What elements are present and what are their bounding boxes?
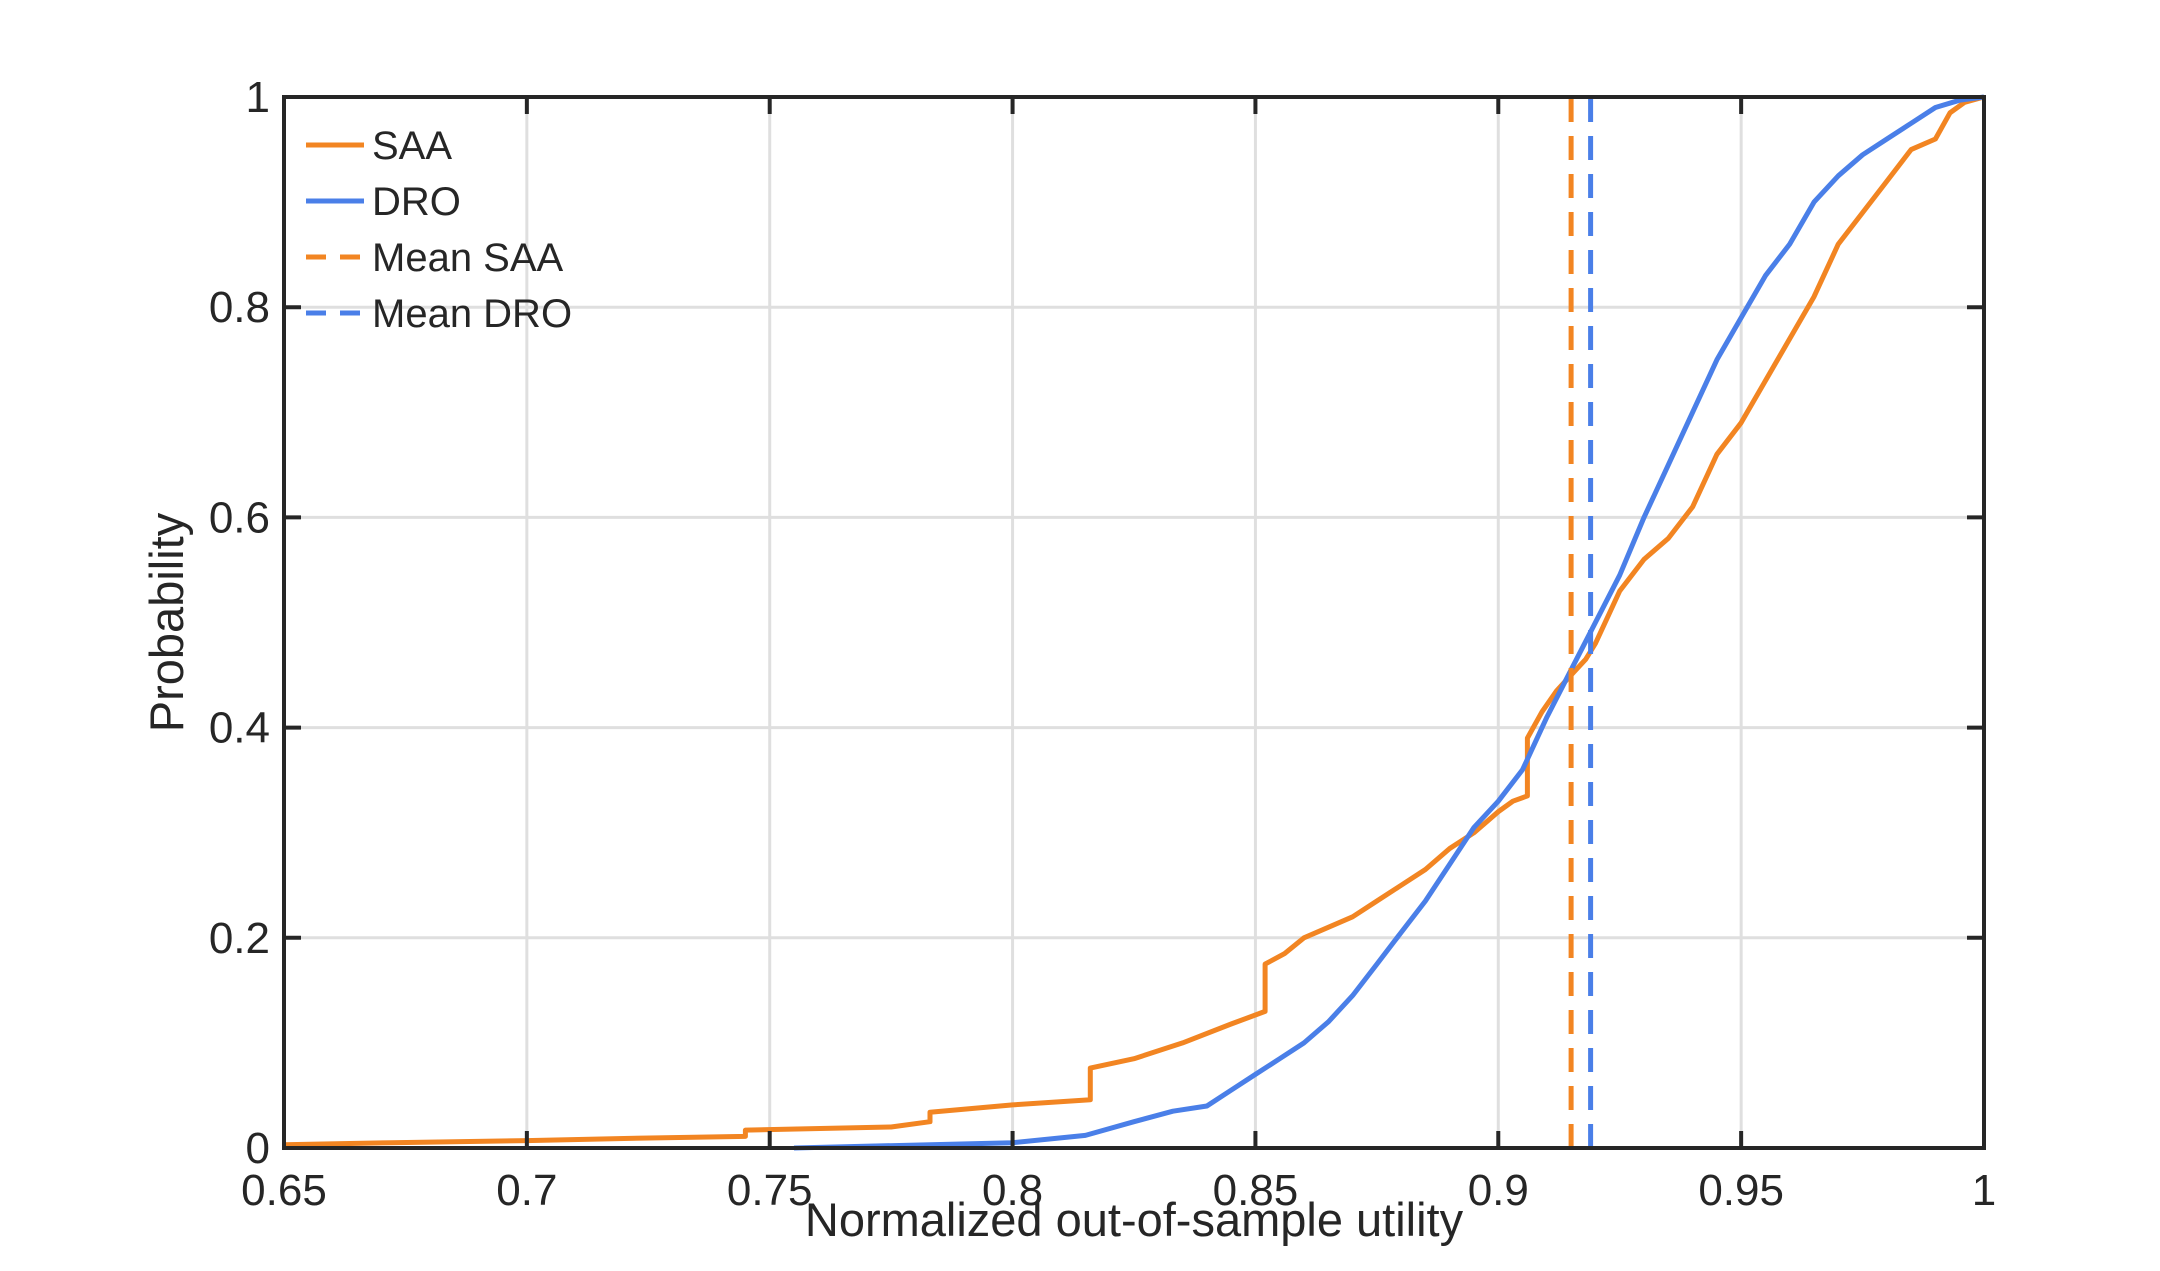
legend-label-dro: DRO bbox=[372, 180, 461, 224]
y-tick-label: 0 bbox=[246, 1124, 270, 1173]
x-tick-label: 1 bbox=[1972, 1166, 1996, 1215]
y-tick-label: 0.8 bbox=[209, 283, 270, 332]
legend-label-mean-saa: Mean SAA bbox=[372, 236, 564, 280]
axis-ticks bbox=[282, 95, 1986, 1150]
y-tick-label: 0.6 bbox=[209, 493, 270, 542]
x-tick-label: 0.65 bbox=[241, 1166, 327, 1215]
x-tick-label: 0.7 bbox=[496, 1166, 557, 1215]
x-tick-label: 0.95 bbox=[1698, 1166, 1784, 1215]
x-tick-label: 0.85 bbox=[1213, 1166, 1299, 1215]
y-tick-label: 0.4 bbox=[209, 704, 270, 753]
series-line-saa bbox=[283, 94, 1985, 1148]
x-axis-label: Normalized out-of-sample utility bbox=[805, 1193, 1464, 1246]
y-tick-label: 1 bbox=[246, 73, 270, 122]
axes-box bbox=[282, 95, 1986, 1150]
legend: SAA DRO Mean SAA Mean DRO bbox=[306, 124, 572, 336]
x-tick-label: 0.9 bbox=[1468, 1166, 1529, 1215]
x-tick-labels: 0.65 0.7 0.75 0.8 0.85 0.9 0.95 1 bbox=[241, 1166, 1996, 1215]
y-tick-labels: 0 0.2 0.4 0.6 0.8 1 bbox=[209, 73, 270, 1173]
plot-area-series bbox=[283, 94, 1985, 1151]
y-axis-label: Probability bbox=[140, 512, 193, 732]
y-tick-label: 0.2 bbox=[209, 914, 270, 963]
grid-lines bbox=[284, 97, 1984, 1148]
legend-label-mean-dro: Mean DRO bbox=[372, 292, 572, 336]
x-tick-label: 0.75 bbox=[727, 1166, 813, 1215]
legend-label-saa: SAA bbox=[372, 124, 452, 168]
series-line-dro bbox=[793, 94, 1985, 1151]
x-tick-label: 0.8 bbox=[982, 1166, 1043, 1215]
